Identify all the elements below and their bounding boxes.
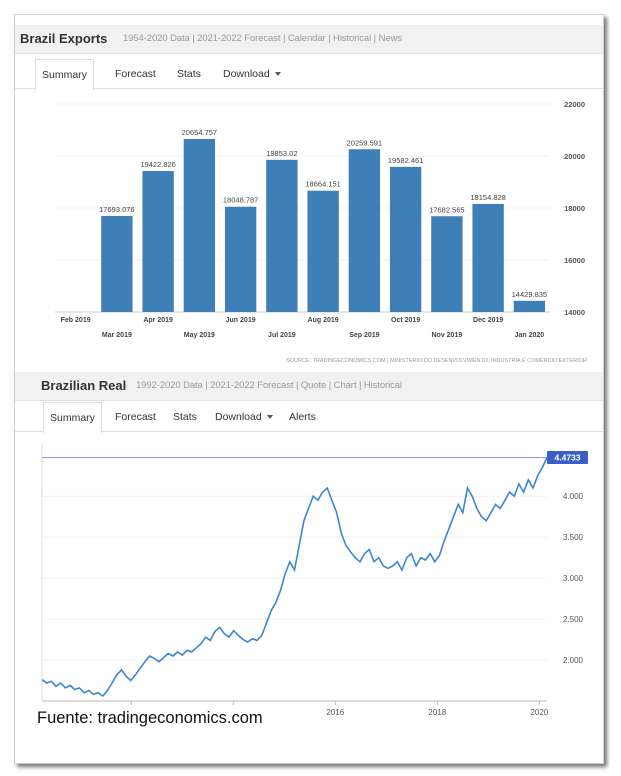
exports-title: Brazil Exports <box>20 31 108 46</box>
real-title: Brazilian Real <box>41 378 127 393</box>
bar[interactable] <box>389 166 422 312</box>
y-tick-label: 3.000 <box>563 574 584 583</box>
y-tick-label: 22000 <box>564 100 585 109</box>
x-tick-label: Dec 2019 <box>473 317 503 324</box>
exports-panel: Brazil Exports 1954-2020 Data | 2021-202… <box>15 25 603 365</box>
real-tabs: Summary Forecast Stats Download Alerts <box>15 402 603 434</box>
bar[interactable] <box>431 216 463 312</box>
x-tick-label: Apr 2019 <box>143 317 173 324</box>
bar[interactable] <box>101 215 133 312</box>
bar[interactable] <box>142 171 174 312</box>
x-tick-label: Jul 2019 <box>268 332 296 339</box>
bar-value-label: 19582.461 <box>388 156 423 165</box>
bar-value-label: 19853.02 <box>266 149 297 158</box>
chevron-down-icon <box>274 72 281 77</box>
tab-summary-real[interactable]: Summary <box>43 402 102 434</box>
x-tick-label: Nov 2019 <box>432 332 463 339</box>
x-tick-label: 2018 <box>428 708 446 717</box>
tab-download-label: Download <box>223 68 270 80</box>
tab-stats-real[interactable]: Stats <box>173 411 197 423</box>
x-tick-label: Mar 2019 <box>102 332 132 339</box>
tab-download[interactable]: Download <box>221 59 283 89</box>
screenshot-frame: Brazil Exports 1954-2020 Data | 2021-202… <box>14 14 604 764</box>
tab-download-real-label: Download <box>215 411 262 423</box>
bar-value-label: 20654.757 <box>182 128 217 137</box>
y-tick-label: 20000 <box>564 152 585 161</box>
chevron-down-icon <box>266 415 273 420</box>
x-tick-label: Oct 2019 <box>391 317 420 324</box>
x-tick-label: Sep 2019 <box>349 332 379 339</box>
real-panel: Brazilian Real 1992-2020 Data | 2021-202… <box>15 372 603 712</box>
bar[interactable] <box>183 138 216 312</box>
exports-tabs: Summary Forecast Stats Download <box>15 59 603 91</box>
bar-value-label: 18048.787 <box>223 196 258 205</box>
exports-subtitle-links[interactable]: 1954-2020 Data | 2021-2022 Forecast | Ca… <box>123 33 402 44</box>
bar-value-label: 18154.828 <box>470 193 505 202</box>
bar-value-label: 19422.826 <box>140 160 175 169</box>
x-tick-label: 2016 <box>326 708 344 717</box>
bar[interactable] <box>224 206 257 312</box>
source-footer: Fuente: tradingeconomics.com <box>31 707 269 730</box>
tab-alerts-real[interactable]: Alerts <box>289 411 316 423</box>
current-value-badge: 4.4733 <box>547 450 588 464</box>
tab-stats[interactable]: Stats <box>177 68 201 80</box>
y-tick-label: 2.000 <box>563 656 584 665</box>
real-subtitle-links[interactable]: 1992-2020 Data | 2021-2022 Forecast | Qu… <box>136 380 402 391</box>
bar-value-label: 17693.076 <box>99 205 134 214</box>
bar-value-label: 17682.565 <box>429 205 464 214</box>
bar[interactable] <box>266 159 298 312</box>
tab-download-real[interactable]: Download <box>213 402 275 432</box>
exchange-rate-line <box>41 457 548 698</box>
x-tick-label: Aug 2019 <box>308 317 339 324</box>
x-tick-label: Jan 2020 <box>515 332 545 339</box>
y-tick-label: 18000 <box>564 204 585 213</box>
y-tick-label: 3.500 <box>563 533 584 542</box>
tab-forecast[interactable]: Forecast <box>115 68 156 80</box>
tab-forecast-real[interactable]: Forecast <box>115 411 156 423</box>
bar[interactable] <box>307 190 339 312</box>
tab-summary[interactable]: Summary <box>35 59 94 91</box>
bar[interactable] <box>472 203 504 312</box>
y-tick-label: 14000 <box>564 308 585 317</box>
x-tick-label: Feb 2019 <box>61 317 91 324</box>
bar[interactable] <box>348 149 381 312</box>
x-tick-label: Jun 2019 <box>226 317 256 324</box>
y-tick-label: 4.000 <box>563 492 584 501</box>
real-header: Brazilian Real 1992-2020 Data | 2021-202… <box>15 372 603 401</box>
x-tick-label: May 2019 <box>184 332 215 339</box>
bar[interactable] <box>513 300 546 312</box>
y-tick-label: 16000 <box>564 256 585 265</box>
bar-value-label: 18664.151 <box>305 180 340 189</box>
bar-value-label: 20259.591 <box>347 138 382 147</box>
exports-chart: 17693.076 19422.826 20654.757 18048.787 1985… <box>55 100 587 364</box>
exports-source-note: SOURCE: TRADINGECONOMICS.COM | MINISTERI… <box>286 358 587 364</box>
exports-header: Brazil Exports 1954-2020 Data | 2021-202… <box>15 25 603 54</box>
current-value-label: 4.4733 <box>555 452 581 462</box>
y-tick-label: 2.500 <box>563 615 584 624</box>
x-tick-label: 2020 <box>530 708 548 717</box>
bar-value-label: 14429.835 <box>512 290 547 299</box>
